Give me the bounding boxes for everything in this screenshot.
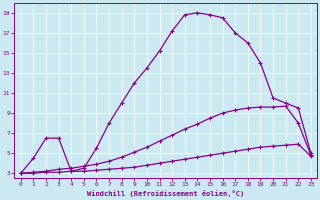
X-axis label: Windchill (Refroidissement éolien,°C): Windchill (Refroidissement éolien,°C) <box>87 190 244 197</box>
